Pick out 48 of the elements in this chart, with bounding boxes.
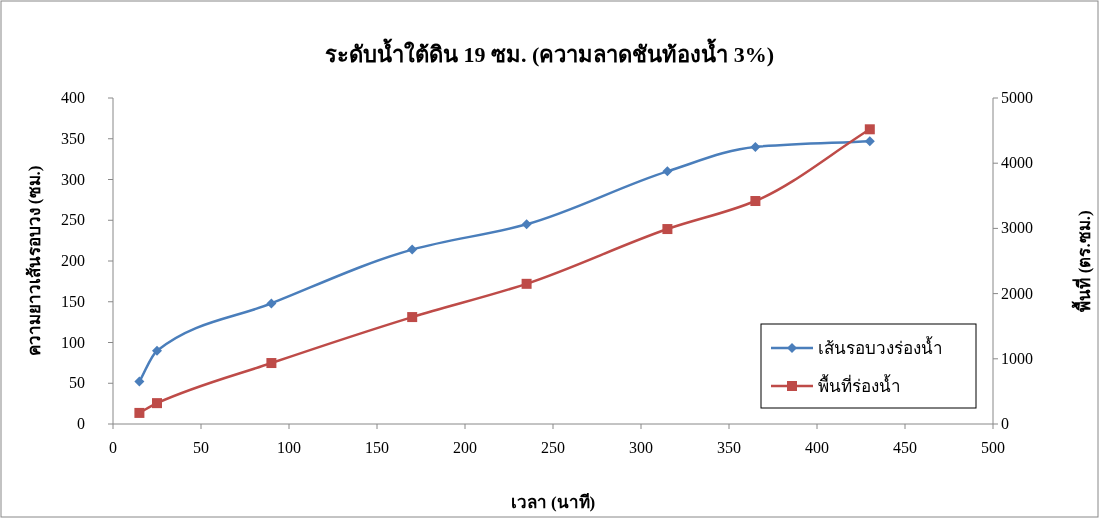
chart-title: ระดับน้ำใต้ดิน 19 ซม. (ความลาดชันท้องน้ำ 3%): [324, 38, 775, 67]
y-tick-label: 300: [61, 170, 85, 188]
y2-tick-label: 4000: [1001, 154, 1033, 172]
y-tick-label: 400: [61, 89, 85, 106]
point: [521, 278, 532, 289]
x-tick-label: 150: [365, 439, 389, 456]
x-tick-label: 50: [193, 439, 209, 456]
y-tick-label: 200: [61, 252, 85, 269]
x-tick-label: 450: [893, 439, 917, 456]
point: [864, 136, 875, 147]
y-tick-label: 150: [61, 292, 85, 310]
point: [266, 358, 277, 369]
x-tick-label: 250: [541, 439, 565, 456]
x-tick-label: 100: [277, 439, 301, 456]
y2-tick-label: 5000: [1001, 89, 1033, 106]
y-tick-label: 50: [69, 374, 85, 392]
point: [152, 398, 162, 409]
y-axis-title: ความยาวเส้นรอบวง (ซม.): [25, 165, 44, 357]
x-axis-title: เวลา (นาที): [510, 492, 596, 512]
y-tick-label: 250: [61, 211, 85, 229]
y2-tick-label: 3000: [1001, 219, 1033, 237]
x-tick-label: 300: [629, 439, 653, 456]
point: [750, 141, 761, 152]
y2-tick-label: 0: [1001, 415, 1009, 432]
point: [134, 407, 145, 418]
point: [407, 244, 418, 255]
y-tick-label: 0: [77, 415, 85, 432]
legend-label: พื้นที่ร่องน้ำ: [818, 374, 901, 396]
x-tick-label: 200: [453, 439, 477, 456]
x-tick-label: 500: [981, 439, 1005, 456]
legend-label: เส้นรอบวงร่องน้ำ: [818, 336, 943, 358]
point: [864, 124, 875, 135]
point: [662, 224, 673, 235]
y-tick-label: 350: [61, 129, 85, 147]
point: [407, 312, 418, 323]
x-tick-label: 0: [109, 439, 117, 456]
point: [521, 219, 532, 230]
point: [750, 196, 761, 207]
y2-axis-title: พื้นที่ (ตร.ซม.): [1071, 210, 1094, 312]
y2-tick-label: 2000: [1001, 284, 1033, 302]
point: [152, 345, 162, 356]
y-tick-label: 100: [61, 333, 85, 351]
x-tick-label: 400: [805, 439, 829, 456]
y2-tick-label: 1000: [1001, 349, 1033, 367]
point: [134, 376, 145, 387]
point: [266, 298, 277, 309]
x-tick-label: 350: [717, 439, 741, 456]
point: [662, 166, 673, 177]
